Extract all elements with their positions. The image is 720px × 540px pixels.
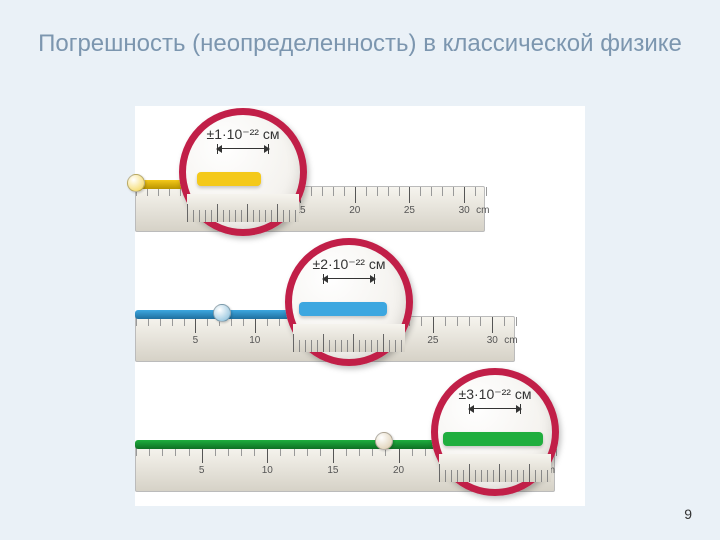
- ruler-tick-label: 30: [459, 205, 470, 216]
- magnified-ruler: [439, 454, 551, 482]
- uncertainty-bracket: [469, 408, 521, 418]
- ruler-tick-label: 10: [262, 465, 273, 476]
- magnified-ruler: [293, 324, 405, 352]
- slide: Погрешность (неопределенность) в классич…: [0, 0, 720, 540]
- ruler-unit-label: cm: [476, 205, 489, 216]
- ruler-tick-label: 25: [404, 205, 415, 216]
- page-number: 9: [684, 506, 692, 522]
- row-2: 51015202530cm±2·10⁻²² см: [135, 240, 585, 370]
- ruler-tick-label: 20: [349, 205, 360, 216]
- uncertainty-label: ±2·10⁻²² см: [285, 256, 413, 273]
- object-dot: [127, 174, 145, 192]
- slide-title: Погрешность (неопределенность) в классич…: [0, 28, 720, 60]
- row-3: 51015202530cm±3·10⁻²² см: [135, 370, 585, 500]
- row-1: 51015202530cm±1·10⁻²² см: [135, 110, 585, 240]
- ruler-tick-label: 15: [327, 465, 338, 476]
- ruler-tick-label: 25: [427, 335, 438, 346]
- magnified-strip: [299, 302, 387, 316]
- magnifier: ±1·10⁻²² см: [179, 108, 307, 236]
- ruler-tick-label: 20: [393, 465, 404, 476]
- uncertainty-label: ±3·10⁻²² см: [431, 386, 559, 403]
- uncertainty-label: ±1·10⁻²² см: [179, 126, 307, 143]
- ruler-unit-label: cm: [504, 335, 517, 346]
- uncertainty-bracket: [323, 278, 375, 288]
- measurement-strip: [135, 440, 475, 449]
- figure-area: 51015202530cm±1·10⁻²² см51015202530cm±2·…: [135, 106, 585, 506]
- ruler-tick-label: 10: [249, 335, 260, 346]
- ruler-tick-label: 5: [199, 465, 205, 476]
- magnifier: ±2·10⁻²² см: [285, 238, 413, 366]
- magnified-strip: [443, 432, 543, 446]
- magnified-ruler: [187, 194, 299, 222]
- ruler-tick-label: 5: [193, 335, 199, 346]
- uncertainty-bracket: [217, 148, 269, 158]
- ruler-tick-label: 30: [487, 335, 498, 346]
- object-dot: [375, 432, 393, 450]
- magnified-strip: [197, 172, 261, 186]
- object-dot: [213, 304, 231, 322]
- magnifier: ±3·10⁻²² см: [431, 368, 559, 496]
